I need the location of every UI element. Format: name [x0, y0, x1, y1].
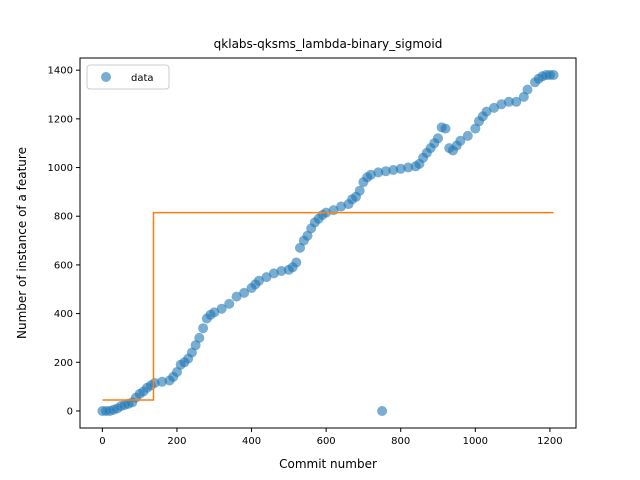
x-tick-label: 1200: [537, 436, 562, 447]
data-point: [194, 332, 205, 343]
chart-title: qklabs-qksms_lambda-binary_sigmoid: [214, 37, 443, 51]
data-point: [239, 287, 250, 298]
data-point: [198, 323, 209, 334]
fit-step-line: [102, 211, 554, 401]
data-point: [224, 298, 235, 309]
data-point: [503, 96, 514, 107]
data-point: [403, 162, 414, 173]
data-point: [149, 378, 160, 388]
data-point: [548, 70, 559, 80]
y-tick-label: 600: [54, 260, 73, 271]
data-point: [291, 257, 302, 268]
y-axis: 0 200 400 600 800 1000 1200 1400: [48, 66, 80, 417]
x-tick-label: 200: [167, 436, 186, 447]
data-point: [231, 291, 242, 302]
y-tick-label: 1400: [48, 66, 73, 77]
data-point: [455, 135, 466, 146]
data-point: [395, 163, 406, 174]
data-point: [377, 406, 388, 416]
plot-area: [97, 70, 559, 416]
y-tick-label: 1000: [48, 163, 73, 174]
data-point: [380, 166, 391, 177]
data-point: [388, 165, 399, 175]
axes-frame: [79, 57, 577, 429]
legend-box: [86, 64, 170, 90]
data-point: [209, 307, 220, 318]
data-point: [489, 102, 499, 113]
data-point: [354, 185, 365, 196]
data-point: [276, 266, 287, 276]
data-point: [268, 268, 279, 279]
y-tick-label: 0: [67, 406, 73, 417]
x-tick-label: 600: [317, 436, 336, 447]
data-point: [522, 84, 533, 95]
legend-label-data: data: [131, 73, 154, 84]
data-point: [261, 272, 272, 283]
data-point: [216, 303, 227, 314]
y-tick-label: 1200: [48, 114, 73, 125]
x-axis: 0 200 400 600 800 1000 1200: [99, 428, 563, 447]
legend-marker: [101, 72, 111, 82]
x-tick-label: 800: [391, 436, 410, 447]
data-point: [373, 167, 384, 178]
y-tick-label: 200: [54, 358, 73, 369]
data-point: [462, 130, 473, 141]
legend: data: [86, 64, 170, 90]
x-tick-label: 400: [242, 436, 261, 447]
data-point: [481, 106, 492, 117]
x-tick-label: 1000: [463, 436, 488, 447]
y-tick-label: 400: [54, 309, 73, 320]
data-point: [157, 376, 167, 387]
y-tick-label: 800: [54, 212, 73, 223]
x-axis-label: Commit number: [279, 457, 377, 471]
data-point: [511, 96, 522, 107]
data-point: [440, 123, 451, 134]
y-axis-label: Number of instance of a feature: [15, 147, 29, 339]
x-tick-label: 0: [99, 436, 105, 447]
data-point: [433, 133, 443, 144]
data-point: [254, 275, 264, 286]
